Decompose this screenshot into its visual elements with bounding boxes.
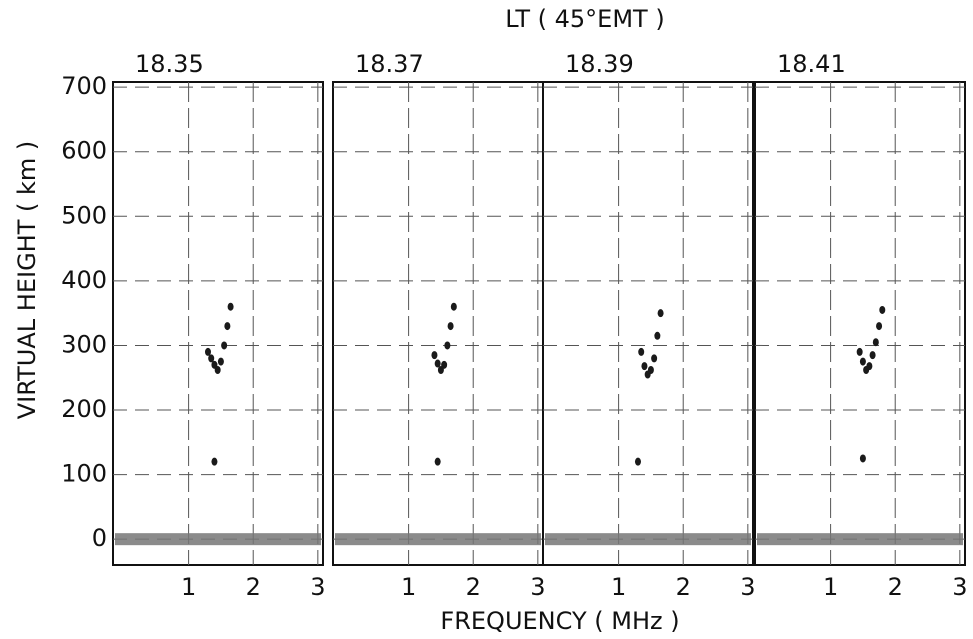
panel-frame <box>754 81 966 566</box>
x-tick-label: 2 <box>676 573 691 601</box>
figure-title: LT ( 45°EMT ) <box>505 5 664 33</box>
noise-band <box>115 533 321 546</box>
y-tick-label: 200 <box>61 395 107 423</box>
y-tick-label: 600 <box>61 137 107 165</box>
x-tick-label: 3 <box>530 573 545 601</box>
y-tick-label: 400 <box>61 266 107 294</box>
echo-point <box>876 322 883 331</box>
echo-point <box>434 457 441 466</box>
panel-frame <box>112 81 324 566</box>
echo-point <box>208 354 215 363</box>
echo-point <box>221 341 228 350</box>
echo-point <box>869 351 876 360</box>
echo-point <box>856 347 863 356</box>
echo-point <box>431 351 438 360</box>
panel-title: 18.41 <box>777 50 846 78</box>
panel-title: 18.39 <box>565 50 634 78</box>
panel-frame <box>332 81 544 566</box>
x-tick-label: 1 <box>611 573 626 601</box>
x-tick-label: 3 <box>310 573 325 601</box>
panel-title: 18.37 <box>355 50 424 78</box>
y-tick-label: 0 <box>92 524 107 552</box>
y-tick-label: 300 <box>61 330 107 358</box>
echo-point <box>638 347 645 356</box>
echo-point <box>859 357 866 366</box>
y-axis-label: VIRTUAL HEIGHT ( km ) <box>13 141 41 420</box>
echo-point <box>444 341 451 350</box>
echo-point <box>647 365 654 374</box>
echo-point <box>214 365 221 374</box>
noise-band <box>335 533 541 546</box>
panel-frame <box>542 81 754 566</box>
x-tick-label: 1 <box>401 573 416 601</box>
echo-point <box>434 359 441 368</box>
x-tick-label: 3 <box>740 573 755 601</box>
y-tick-label: 500 <box>61 201 107 229</box>
panel-title: 18.35 <box>135 50 204 78</box>
echo-point <box>866 362 873 371</box>
echo-point <box>651 354 658 363</box>
echo-point <box>450 302 457 311</box>
echo-point <box>211 457 218 466</box>
echo-point <box>657 309 664 318</box>
echo-point <box>217 357 224 366</box>
echo-point <box>634 457 641 466</box>
echo-point <box>654 331 661 340</box>
x-tick-label: 1 <box>181 573 196 601</box>
x-tick-label: 3 <box>952 573 967 601</box>
y-tick-label: 700 <box>61 72 107 100</box>
x-tick-label: 1 <box>823 573 838 601</box>
noise-band <box>545 533 751 546</box>
x-axis-label: FREQUENCY ( MHz ) <box>440 607 679 635</box>
echo-point <box>641 362 648 371</box>
echo-point <box>204 347 211 356</box>
echo-point <box>441 360 448 369</box>
x-tick-label: 2 <box>888 573 903 601</box>
echo-point <box>447 322 454 331</box>
x-tick-label: 2 <box>246 573 261 601</box>
echo-point <box>227 302 234 311</box>
echo-point <box>224 322 231 331</box>
echo-point <box>859 454 866 463</box>
y-tick-label: 100 <box>61 460 107 488</box>
echo-point <box>879 305 886 314</box>
noise-band <box>757 533 963 546</box>
x-tick-label: 2 <box>466 573 481 601</box>
echo-point <box>872 338 879 347</box>
